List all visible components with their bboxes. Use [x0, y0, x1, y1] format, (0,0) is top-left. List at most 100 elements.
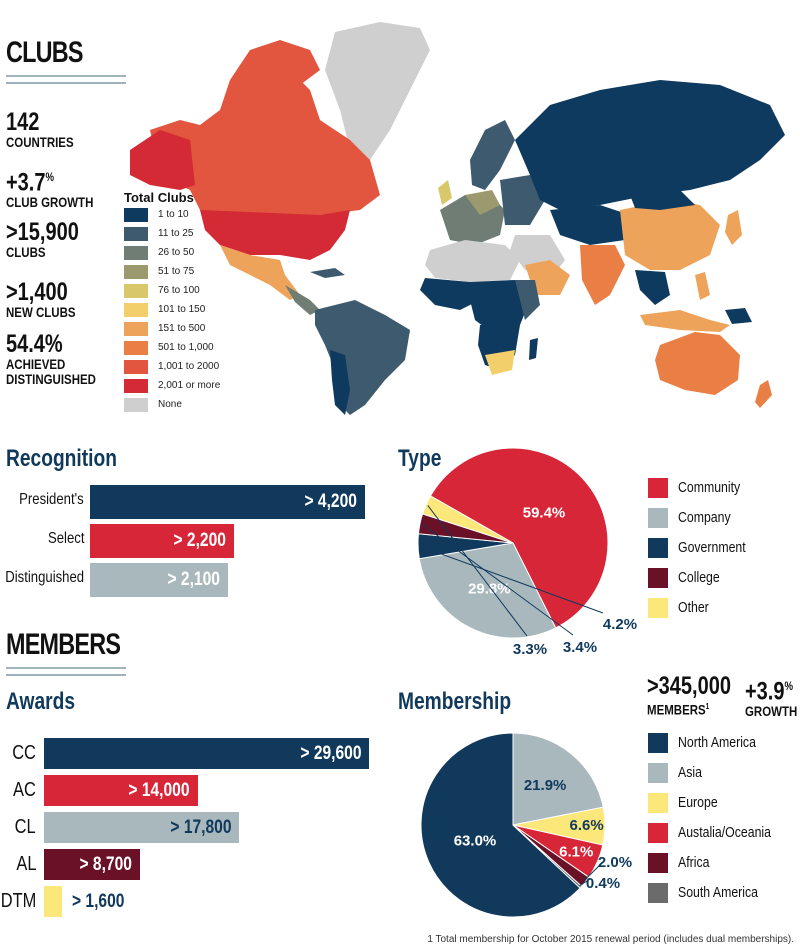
map-legend-rows: 1 to 10 11 to 25 26 to 50 51 to 75 76 to 100… — [124, 208, 244, 418]
map-caribbean — [310, 268, 345, 278]
map-legend-swatch — [124, 208, 148, 222]
membership-legend-label: South America — [678, 884, 759, 901]
map-new-zealand — [755, 380, 772, 408]
stat-value: +3.7 — [6, 168, 46, 197]
map-central-europe — [465, 190, 500, 215]
map-legend-label: 151 to 500 — [158, 323, 206, 334]
awards-title: Awards — [6, 688, 76, 715]
stat-label: CLUBS — [6, 244, 46, 260]
map-legend-label: 2,001 or more — [158, 380, 221, 391]
map-alaska — [130, 130, 195, 190]
membership-slice — [420, 732, 581, 918]
stat-club-growth: +3.7% CLUB GROWTH — [6, 165, 113, 210]
map-uk — [438, 180, 452, 205]
type-slice — [429, 447, 609, 629]
clubs-rule — [6, 75, 126, 84]
type-legend-swatch — [648, 508, 668, 528]
members-growth-label: GROWTH — [745, 703, 798, 720]
map-central-america — [285, 285, 320, 315]
map-legend-swatch — [124, 341, 148, 355]
map-legend-swatch — [124, 379, 148, 393]
map-usa — [200, 210, 350, 260]
awards-category-label: AL — [15, 853, 36, 875]
map-mexico — [220, 245, 300, 300]
map-greenland — [325, 22, 430, 160]
awards-value-label: > 17,800 — [170, 817, 232, 838]
recognition-value-label: > 2,200 — [173, 530, 227, 551]
membership-slice-label: 6.1% — [559, 844, 593, 861]
type-leader-line — [421, 523, 574, 636]
membership-legend-label: Africa — [678, 854, 710, 871]
stat-value: >15,900 — [6, 218, 79, 246]
type-slice-label: 4.2% — [603, 616, 637, 633]
recognition-value-label: > 4,200 — [304, 491, 357, 512]
recognition-title: Recognition — [6, 445, 117, 472]
members-total-label-wrap: MEMBERS1 — [647, 699, 733, 718]
map-china — [620, 200, 720, 270]
recognition-category-label: Select — [47, 530, 84, 547]
map-india — [580, 245, 625, 305]
recognition-bar — [90, 563, 228, 597]
stat-label: ACHIEVED DISTINGUISHED — [6, 356, 96, 387]
map-scandinavia — [470, 120, 515, 190]
stat-label: NEW CLUBS — [6, 304, 76, 320]
map-legend-label: 1,001 to 2000 — [158, 361, 220, 372]
type-legend-label: Government — [678, 539, 746, 556]
map-legend-label: 501 to 1,000 — [158, 342, 214, 353]
type-legend-swatch — [648, 598, 668, 618]
awards-category-label: DTM — [0, 890, 36, 912]
membership-legend-swatch — [648, 733, 668, 753]
membership-legend-label: Europe — [678, 794, 718, 811]
map-legend-label: 1 to 10 — [158, 209, 189, 220]
stat-value: 54.4% — [6, 330, 63, 358]
type-legend-label: Company — [678, 509, 731, 526]
members-total: >345,000 MEMBERS1 — [647, 674, 752, 718]
awards-value-label: > 1,600 — [71, 891, 124, 912]
footnote: 1 Total membership for October 2015 rene… — [427, 934, 794, 945]
recognition-category-label: Distinguished — [5, 569, 84, 586]
type-title: Type — [398, 445, 442, 472]
membership-pie-chart: 63.0% 21.9% 6.6% 6.1% 2.0% 0.4% — [420, 732, 632, 918]
awards-chart: CC > 29,600 AC > 14,000 CL > 17,800 AL > 8,700 D… — [0, 738, 380, 917]
membership-slice-label: 6.6% — [569, 817, 603, 834]
stat-distinguished: 54.4% ACHIEVED DISTINGUISHED — [6, 332, 146, 387]
type-legend-swatch — [648, 568, 668, 588]
membership-legend-label: Asia — [678, 764, 702, 781]
type-legend: Community Company Government College Other — [648, 478, 788, 628]
stat-new-clubs: >1,400 NEW CLUBS — [6, 280, 91, 320]
stat-clubs: >15,900 CLUBS — [6, 220, 97, 260]
membership-legend-swatch — [648, 883, 668, 903]
map-south-america-south — [330, 350, 350, 415]
membership-slice-label: 2.0% — [598, 854, 632, 871]
awards-value-label: > 8,700 — [79, 854, 132, 875]
map-central-asia — [550, 205, 630, 245]
map-madagascar — [529, 338, 538, 360]
membership-title: Membership — [398, 688, 512, 715]
type-legend-label: College — [678, 569, 720, 586]
awards-bar — [44, 812, 240, 843]
members-total-sup: 1 — [705, 702, 710, 711]
map-se-asia — [635, 270, 670, 305]
membership-legend-swatch — [648, 823, 668, 843]
awards-bar — [44, 738, 369, 769]
world-map — [130, 22, 785, 415]
clubs-title: CLUBS — [6, 36, 83, 69]
map-legend-swatch — [124, 398, 148, 412]
map-legend-label: 51 to 75 — [158, 266, 195, 277]
map-east-africa — [515, 280, 540, 320]
map-legend-swatch — [124, 322, 148, 336]
membership-slice-label: 21.9% — [524, 777, 567, 794]
map-legend-label: 11 to 25 — [158, 228, 194, 239]
map-brazil-east — [350, 315, 410, 360]
type-legend-label: Other — [678, 599, 709, 616]
map-legend-label: 101 to 150 — [158, 304, 206, 315]
stat-value: >1,400 — [6, 278, 68, 306]
type-pie-chart: 59.4% 29.8% 4.2% 3.4% 3.3% — [417, 447, 637, 658]
map-legend-label: 26 to 50 — [158, 247, 195, 258]
recognition-chart: President's > 4,200 Select > 2,200 Distingui… — [0, 485, 380, 600]
membership-slice-label: 63.0% — [454, 832, 497, 849]
membership-legend-label: North America — [678, 734, 756, 751]
membership-leader-line — [579, 878, 591, 887]
membership-slice — [512, 824, 583, 889]
type-slice — [418, 542, 557, 639]
